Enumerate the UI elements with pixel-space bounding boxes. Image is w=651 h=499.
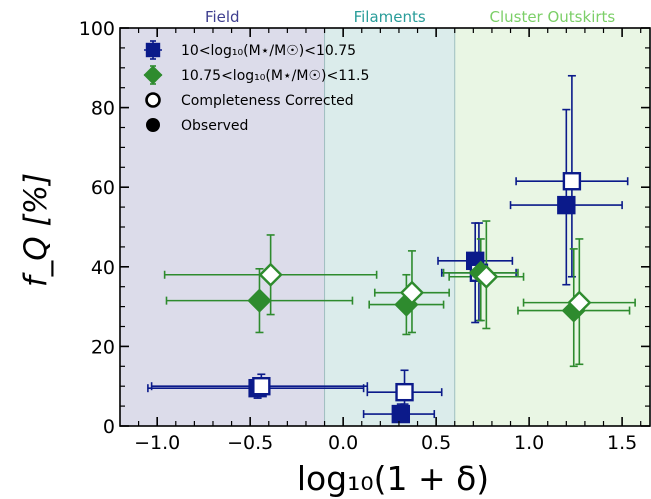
- marker-s0-corrected-1: [395, 382, 414, 402]
- legend: 10<log₁₀(M⋆/M☉)<10.75 10.75<log₁₀(M⋆/M☉)<…: [143, 40, 369, 134]
- y-tick-label-3: 60: [91, 177, 115, 199]
- legend-marker-1: [143, 65, 163, 85]
- data-markers: [247, 172, 592, 424]
- y-axis-label: f_Q [%]: [18, 173, 54, 287]
- marker-s1-corrected-2: [474, 264, 499, 289]
- y-tick-label-4: 80: [91, 98, 115, 120]
- region-labels: Field Filaments Cluster Outskirts: [205, 8, 615, 26]
- marker-s0-observed-1: [391, 404, 411, 424]
- legend-marker-open: [145, 92, 161, 108]
- environment-regions: [120, 28, 650, 426]
- legend-marker-0: [145, 42, 161, 58]
- marker-s1-corrected-1: [399, 280, 425, 305]
- marker-s1-observed-0: [247, 288, 272, 313]
- x-axis-label: log₁₀(1 + δ): [297, 459, 489, 498]
- x-tick-label-2: 0.0: [328, 432, 358, 454]
- marker-s0-corrected-0: [252, 377, 271, 396]
- x-tick-label-0: −1.0: [134, 432, 180, 454]
- legend-label-2: Completeness Corrected: [181, 93, 354, 109]
- marker-s0-corrected-3: [562, 172, 582, 191]
- y-tick-label-5: 100: [79, 18, 115, 40]
- region-1: [324, 28, 455, 426]
- x-tick-label-1: −0.5: [227, 432, 273, 454]
- marker-s0-observed-3: [557, 195, 576, 215]
- y-tick-label-0: 0: [103, 416, 115, 438]
- x-tick-label-4: 1.0: [514, 432, 544, 454]
- region-label-1: Filaments: [354, 8, 426, 26]
- legend-label-3: Observed: [181, 118, 248, 134]
- region-label-2: Cluster Outskirts: [489, 8, 615, 26]
- ticks: −1.0 −0.5 0.0 0.5 1.0 1.5 0 20 40 60 80 100: [79, 18, 650, 454]
- marker-s1-corrected-3: [567, 290, 592, 315]
- region-label-0: Field: [205, 8, 240, 26]
- legend-label-1: 10.75<log₁₀(M⋆/M☉)<11.5: [181, 68, 369, 84]
- y-tick-label-2: 40: [91, 257, 115, 279]
- y-tick-label-1: 20: [91, 336, 115, 358]
- marker-s1-corrected-0: [258, 262, 283, 287]
- legend-label-0: 10<log₁₀(M⋆/M☉)<10.75: [181, 43, 356, 59]
- x-tick-label-3: 0.5: [421, 432, 451, 454]
- legend-marker-filled: [146, 118, 160, 132]
- region-2: [454, 28, 650, 426]
- region-0: [120, 28, 325, 426]
- x-tick-label-5: 1.5: [607, 432, 637, 454]
